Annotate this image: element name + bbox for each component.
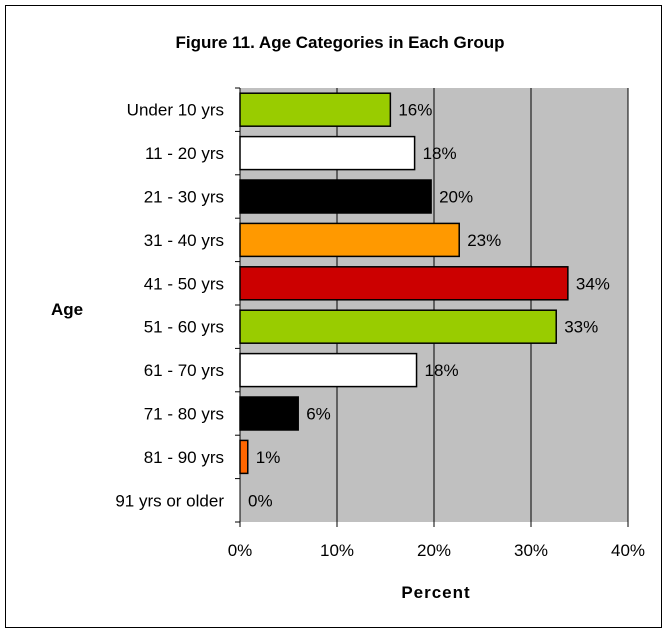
- bar: [239, 352, 418, 388]
- data-label: 18%: [425, 361, 459, 380]
- category-label: 31 - 40 yrs: [144, 231, 224, 250]
- bar: [239, 92, 392, 127]
- x-tick-label: 20%: [417, 541, 451, 560]
- bar: [239, 222, 460, 258]
- chart-title: Figure 11. Age Categories in Each Group: [175, 33, 504, 52]
- x-axis-ticks: 0% 10% 20% 30% 40%: [228, 522, 645, 560]
- bar: [239, 266, 569, 301]
- data-label: 6%: [306, 405, 331, 424]
- data-label: 18%: [423, 144, 457, 163]
- category-label: 61 - 70 yrs: [144, 361, 224, 380]
- data-label: 1%: [256, 448, 281, 467]
- x-tick-label: 40%: [611, 541, 645, 560]
- y-axis-title: Age: [51, 300, 83, 319]
- bar: [239, 179, 432, 214]
- category-label: 71 - 80 yrs: [144, 405, 224, 424]
- data-label: 0%: [248, 491, 273, 510]
- category-label: 11 - 20 yrs: [145, 144, 224, 163]
- y-axis-ticks: Under 10 yrs 11 - 20 yrs 21 - 30 yrs 31 - 4…: [115, 87, 240, 523]
- data-label: 23%: [467, 231, 501, 250]
- x-tick-label: 10%: [320, 541, 354, 560]
- bar: [239, 396, 299, 431]
- category-label: 21 - 30 yrs: [144, 188, 224, 207]
- bar: [239, 309, 557, 344]
- bar: [239, 135, 416, 171]
- x-tick-label: 30%: [514, 541, 548, 560]
- bar: [239, 439, 249, 475]
- data-label: 20%: [439, 188, 473, 207]
- data-label: 16%: [398, 101, 432, 120]
- data-label: 33%: [564, 318, 598, 337]
- category-label: 81 - 90 yrs: [144, 448, 224, 467]
- gridlines: [336, 88, 629, 522]
- category-label: 41 - 50 yrs: [144, 274, 224, 293]
- data-label: 34%: [576, 274, 610, 293]
- category-label: 51 - 60 yrs: [144, 318, 224, 337]
- category-label: Under 10 yrs: [127, 101, 224, 120]
- category-label: 91 yrs or older: [115, 491, 224, 510]
- bars: 16% 18% 20% 23% 34% 33% 18% 6% 1% 0%: [239, 92, 610, 510]
- x-tick-label: 0%: [228, 541, 253, 560]
- x-axis-title: Percent: [401, 583, 470, 602]
